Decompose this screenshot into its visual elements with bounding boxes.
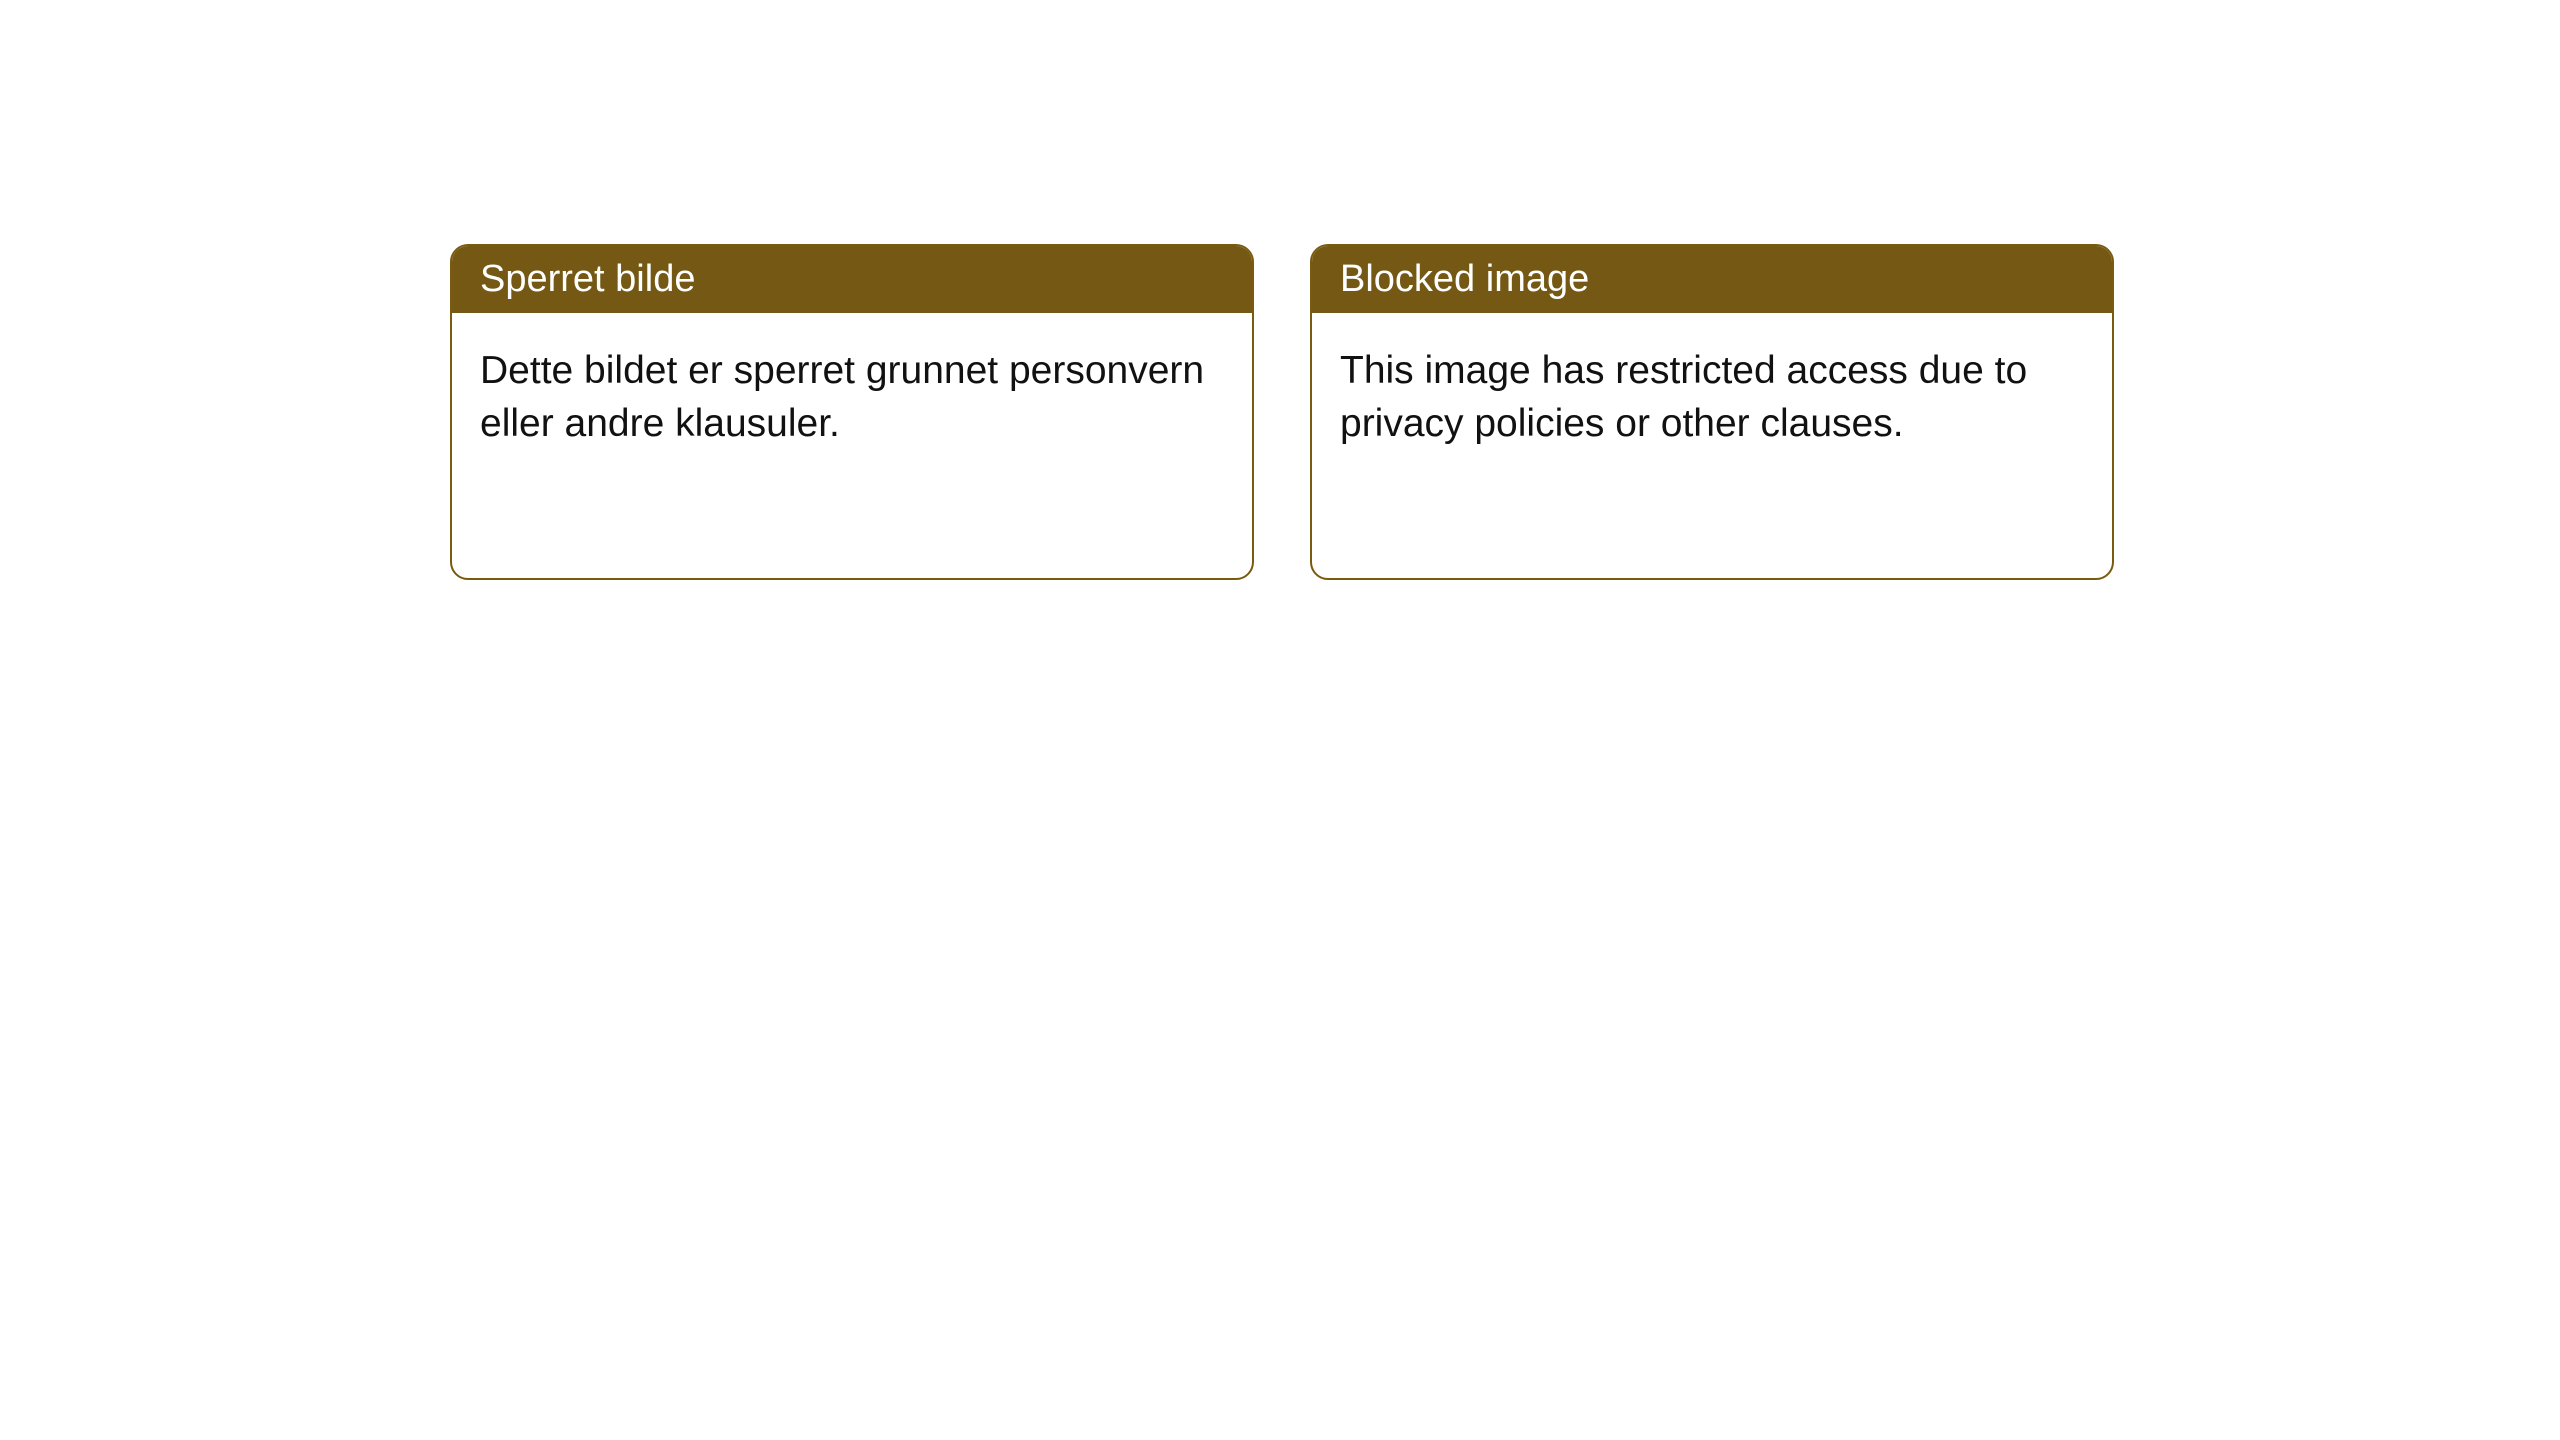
card-title: Sperret bilde bbox=[480, 258, 695, 300]
card-header: Blocked image bbox=[1312, 246, 2112, 313]
card-body-text: This image has restricted access due to … bbox=[1340, 349, 2027, 445]
notice-card-norwegian: Sperret bilde Dette bildet er sperret gr… bbox=[450, 244, 1254, 580]
notice-container: Sperret bilde Dette bildet er sperret gr… bbox=[450, 244, 2114, 580]
notice-card-english: Blocked image This image has restricted … bbox=[1310, 244, 2114, 580]
card-header: Sperret bilde bbox=[452, 246, 1252, 313]
card-body-text: Dette bildet er sperret grunnet personve… bbox=[480, 349, 1204, 445]
card-body: This image has restricted access due to … bbox=[1312, 313, 2112, 482]
card-title: Blocked image bbox=[1340, 258, 1589, 300]
card-body: Dette bildet er sperret grunnet personve… bbox=[452, 313, 1252, 482]
